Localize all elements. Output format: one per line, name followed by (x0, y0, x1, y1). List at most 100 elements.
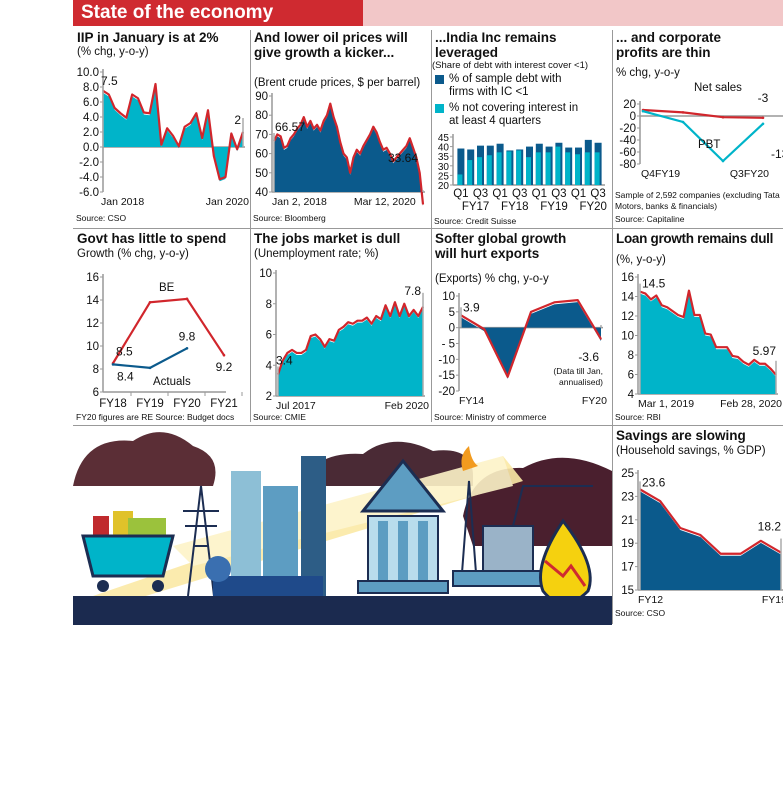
data-point (185, 297, 189, 301)
data-point (342, 153, 345, 155)
data-point (704, 332, 706, 335)
chart-source: Source: Credit Suisse (434, 216, 517, 226)
data-point (376, 131, 378, 134)
y-tick-label: 5 (449, 307, 455, 319)
area-fill (461, 302, 601, 379)
data-point (644, 292, 647, 295)
data-point (222, 353, 226, 357)
y-tick-label: 50 (255, 168, 268, 180)
chart-oil: 90 80 70 60 50 40 66.57 33.64 Jan 2, 2018 Mar 12,… (255, 91, 425, 208)
area-fill (103, 86, 243, 182)
y-tick-label: 4 (266, 360, 273, 372)
bar-not-covering (584, 152, 590, 185)
panel-exports: Softer global growth will hurt exports (… (431, 228, 612, 425)
data-point (413, 309, 415, 311)
data-point (710, 333, 712, 336)
data-label: 9.8 (179, 329, 196, 343)
y-tick-label: 70 (255, 129, 268, 141)
data-point (172, 135, 174, 137)
bar-not-covering (575, 154, 580, 185)
data-point (719, 553, 722, 555)
panel-govt: Govt has little to spend Growth (% chg, … (73, 228, 250, 425)
y-tick-label: -60 (619, 147, 636, 159)
x-tick-label: FY19 (136, 398, 164, 410)
chart-title: IIP in January is at 2% (77, 30, 219, 45)
y-tick-label: -40 (619, 135, 636, 147)
data-point (362, 145, 364, 147)
chart-source: Source: CSO (615, 608, 666, 618)
x-group-label: FY18 (501, 201, 529, 213)
y-tick-label: 4 (628, 389, 635, 401)
x-tick-label: Mar 12, 2020 (354, 196, 416, 208)
data-point (280, 135, 282, 137)
chart-profits: 200-20-40-60-80 -3 -13 Net sales PBT Q4FY19 Q3… (619, 82, 783, 180)
y-tick-label: -15 (438, 370, 455, 382)
data-label: 23.6 (642, 475, 666, 489)
chart-title: The jobs market is dull (254, 231, 401, 246)
chart-iip: 10.0 8.0 6.0 4.0 2.0 0.0 -2.0 -4.0 -6.0 7.5 2 Jan 2… (77, 67, 250, 208)
data-point (693, 314, 695, 316)
data-point (659, 500, 661, 502)
data-point (715, 346, 717, 348)
series-line (639, 488, 782, 555)
series-line (112, 297, 225, 364)
data-point (219, 178, 221, 180)
buildings-icon (205, 456, 326, 606)
panel-loans: Loan growth remains dull (%, y-o-y) 16 14… (612, 228, 783, 425)
divider (73, 425, 783, 426)
series-label-net-sales: Net sales (694, 82, 742, 94)
data-point (379, 141, 381, 143)
data-point (137, 97, 139, 99)
x-group-label: FY19 (540, 201, 568, 213)
bar-ic-below-1 (457, 148, 465, 185)
data-point (385, 147, 388, 149)
y-tick-label: 8 (628, 350, 634, 362)
data-point (721, 346, 723, 348)
chart-subtitle: (Exports) % chg, y-o-y (435, 273, 549, 285)
data-point (681, 120, 685, 124)
chart-title: Softer global growth will hurt exports (435, 231, 567, 261)
series-line (639, 289, 777, 376)
data-label: 5.97 (753, 344, 777, 358)
data-point (359, 153, 361, 155)
data-point (346, 156, 348, 159)
x-tick-label: FY20 (173, 398, 201, 410)
data-point (402, 149, 404, 151)
data-label: 7.5 (101, 74, 118, 88)
data-point (483, 328, 485, 330)
data-point (737, 356, 739, 358)
y-tick-label: 2.0 (83, 127, 99, 139)
data-point (300, 352, 302, 354)
data-label: -3 (758, 91, 769, 105)
series-line (273, 102, 425, 205)
data-point (286, 352, 288, 354)
divider (431, 30, 432, 422)
data-point (310, 335, 312, 337)
x-group-label: FY17 (462, 201, 490, 213)
y-tick-label: 10 (621, 331, 634, 343)
data-point (154, 83, 157, 85)
y-tick-label: 23 (621, 491, 634, 503)
data-point (114, 107, 116, 109)
x-tick-label: Q3 (512, 188, 527, 200)
bar-not-covering (496, 152, 502, 185)
data-point (403, 303, 405, 305)
x-tick-label: FY20 (582, 395, 607, 407)
panel-profits: ... and corporate profits are thin % chg… (612, 27, 783, 228)
y-tick-label: 20 (438, 181, 450, 192)
chart-title: Savings are slowing (616, 428, 746, 443)
y-tick-label: 16 (86, 272, 99, 284)
x-tick-label: Q1 (532, 188, 547, 200)
data-point (392, 160, 394, 162)
data-point (655, 294, 657, 297)
data-point (769, 368, 772, 370)
chart-title: And lower oil prices will give growth a … (254, 30, 408, 60)
data-point (688, 290, 690, 292)
data-point (189, 122, 192, 124)
chart-note: Sample of 2,592 companies (excluding Tat… (615, 190, 780, 211)
data-point (761, 116, 765, 120)
bar-not-covering (477, 157, 482, 185)
data-point (149, 112, 151, 114)
y-tick-label: 25 (438, 171, 450, 182)
